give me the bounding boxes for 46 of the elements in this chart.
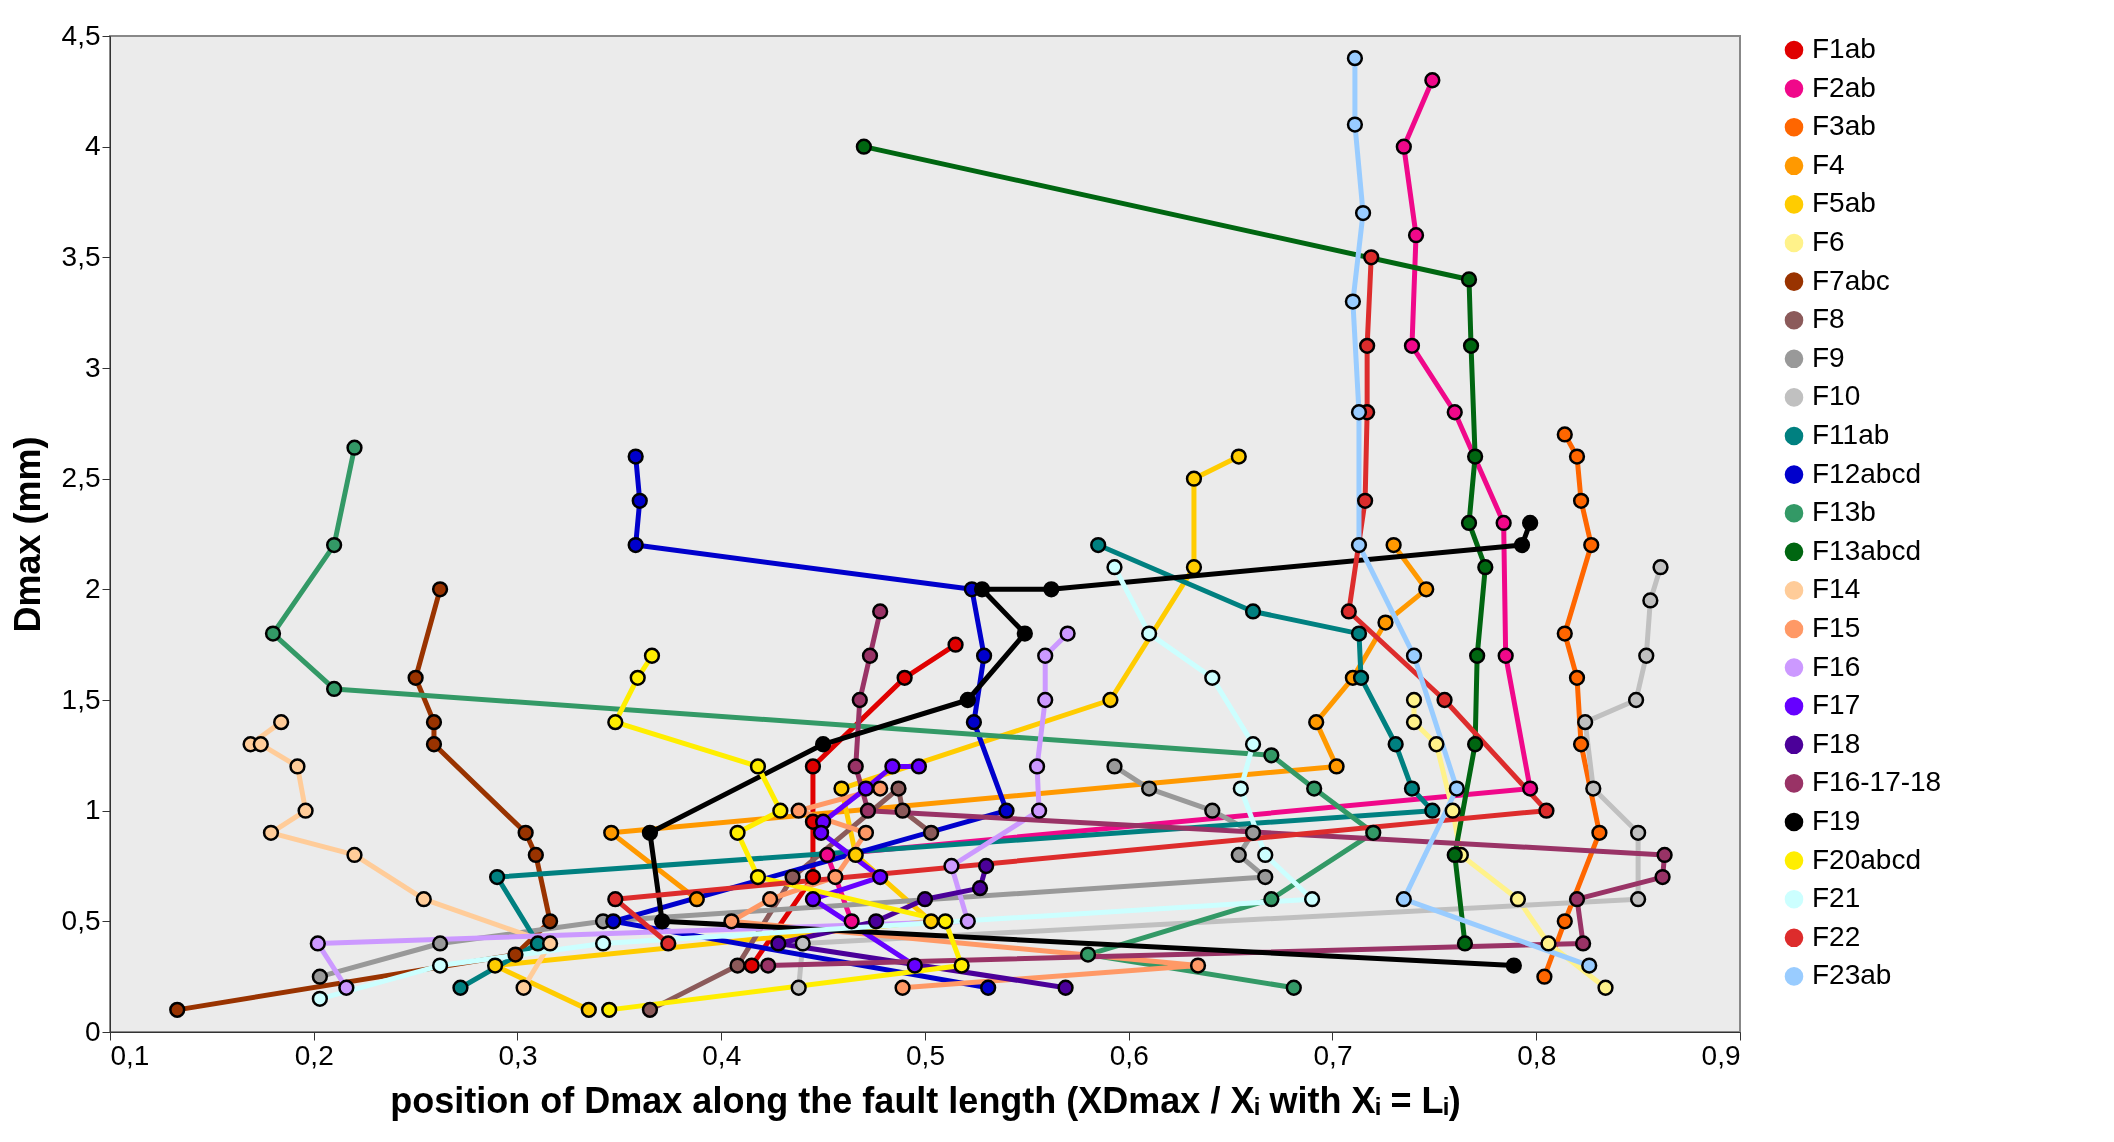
- x-tick-label: 0,3: [498, 1039, 538, 1071]
- y-tick-label: 1: [84, 794, 101, 826]
- legend-label: F10: [1812, 380, 1861, 412]
- legend-label: F23ab: [1812, 959, 1892, 991]
- legend-label: F15: [1812, 612, 1861, 643]
- y-tick-label: 0: [84, 1015, 101, 1047]
- legend-label: F1ab: [1812, 33, 1876, 64]
- legend-label: F19: [1812, 805, 1861, 836]
- legend-label: F3ab: [1812, 110, 1876, 142]
- x-tick-label: 0,2: [294, 1039, 334, 1071]
- legend-label: F13abcd: [1812, 534, 1921, 566]
- x-tick-label: 0,4: [702, 1039, 742, 1071]
- legend-label: F9: [1812, 341, 1845, 373]
- y-tick-label: 3,5: [61, 240, 101, 272]
- legend-label: F7abc: [1812, 264, 1890, 296]
- legend-label: F16: [1812, 650, 1861, 682]
- x-tick-label: 0,9: [1701, 1039, 1741, 1071]
- legend-label: F6: [1812, 226, 1845, 257]
- legend-label: F5ab: [1812, 187, 1876, 219]
- legend-label: F20abcd: [1812, 843, 1921, 875]
- legend-label: F4: [1812, 148, 1845, 180]
- y-tick-label: 2,5: [61, 462, 101, 494]
- x-tick-label: 0,8: [1517, 1039, 1557, 1071]
- legend-label: F14: [1812, 573, 1861, 605]
- legend-label: F8: [1812, 303, 1845, 335]
- legend-label: F11ab: [1812, 419, 1890, 450]
- legend-label: F17: [1812, 689, 1861, 721]
- y-tick-label: 2: [84, 572, 101, 604]
- legend-label: F18: [1812, 727, 1861, 759]
- y-tick-label: 1,5: [61, 683, 101, 715]
- legend-label: F2ab: [1812, 71, 1876, 103]
- legend-label: F21: [1812, 882, 1861, 914]
- x-tick-label: 0,1: [110, 1039, 150, 1071]
- legend-label: F22: [1812, 920, 1861, 952]
- x-tick-label: 0,5: [906, 1039, 945, 1071]
- x-axis-title: position of Dmax along the fault length (XDmax / Xᵢ with Xᵢ = Lᵢ): [390, 1079, 1461, 1121]
- y-axis-title: Dmax (mm): [6, 436, 48, 633]
- legend-label: F16-17-18: [1812, 766, 1942, 798]
- y-tick-label: 4,5: [61, 19, 101, 51]
- x-tick-label: 0,6: [1109, 1039, 1149, 1071]
- legend-label: F12abcd: [1812, 457, 1921, 489]
- y-tick-label: 3: [84, 351, 101, 383]
- x-tick-label: 0,7: [1313, 1039, 1353, 1071]
- legend-label: F13b: [1812, 496, 1876, 528]
- y-tick-label: 4: [84, 130, 101, 162]
- y-tick-label: 0,5: [61, 904, 101, 936]
